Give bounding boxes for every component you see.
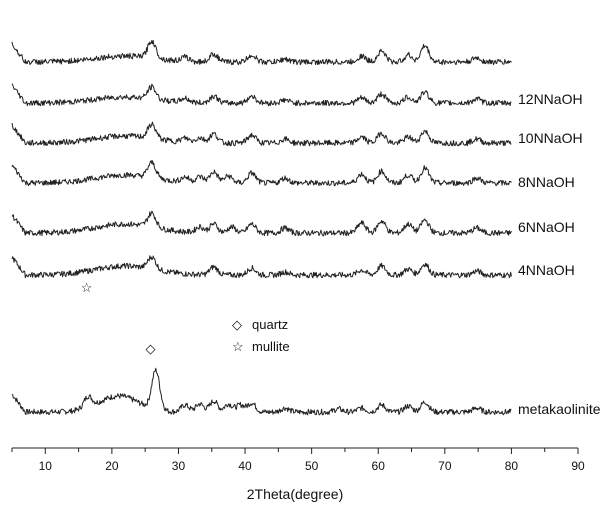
- series-label-metakaolinite: metakaolinite: [518, 401, 601, 417]
- peak-markers: ◇☆: [81, 280, 156, 356]
- marker-quartz: ◇: [146, 341, 156, 356]
- series-trace-metakaolinite: [11, 367, 512, 416]
- legend-label-quartz: quartz: [252, 317, 288, 332]
- x-tick-label-10: 10: [39, 459, 53, 473]
- x-tick-label-50: 50: [305, 459, 319, 473]
- legend-label-mullite: mullite: [252, 339, 290, 354]
- series-trace-12nnaoh: [11, 83, 512, 107]
- marker-mullite: ☆: [81, 280, 93, 295]
- series-trace-6nnaoh: [11, 210, 512, 237]
- series-labels: metakaolinite 4NNaOH 6NNaOH 8NNaOH 10NNaOH 12…: [518, 91, 601, 417]
- series-label-10nnaoh: 10NNaOH: [518, 130, 583, 146]
- legend-symbol-mullite: ☆: [232, 339, 244, 354]
- x-tick-label-90: 90: [571, 459, 585, 473]
- x-ticks: 10 20 30 40 50 60 70 80 90: [11, 448, 585, 473]
- x-tick-label-40: 40: [238, 459, 252, 473]
- legend: ◇ quartz ☆ mullite: [232, 317, 290, 354]
- x-tick-label-20: 20: [105, 459, 119, 473]
- x-tick-label-70: 70: [438, 459, 452, 473]
- series-trace-10nnaoh: [11, 121, 512, 147]
- series-label-6nnaoh: 6NNaOH: [518, 219, 575, 235]
- x-axis-title: 2Theta(degree): [247, 486, 344, 502]
- x-axis: 10 20 30 40 50 60 70 80 90 2Theta(degree): [11, 447, 585, 502]
- series-label-8nnaoh: 8NNaOH: [518, 174, 575, 190]
- x-tick-label-60: 60: [372, 459, 386, 473]
- legend-symbol-quartz: ◇: [232, 317, 242, 332]
- x-tick-label-80: 80: [505, 459, 519, 473]
- series-trace-8nnaoh: [11, 160, 512, 187]
- series-label-4nnaoh: 4NNaOH: [518, 262, 575, 278]
- series-label-12nnaoh: 12NNaOH: [518, 91, 583, 107]
- series-trace-4nnaoh: [11, 255, 512, 279]
- series-trace-top: [11, 40, 512, 66]
- series-traces: [11, 40, 512, 416]
- x-tick-label-30: 30: [172, 459, 186, 473]
